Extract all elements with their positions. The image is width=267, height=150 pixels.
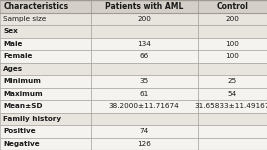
Bar — [91, 63, 198, 75]
Text: 74: 74 — [140, 128, 149, 134]
Text: 54: 54 — [228, 91, 237, 97]
Text: 61: 61 — [140, 91, 149, 97]
Bar — [91, 138, 198, 150]
Text: 100: 100 — [225, 53, 239, 59]
Text: 134: 134 — [137, 41, 151, 47]
Text: 100: 100 — [225, 41, 239, 47]
Text: Male: Male — [3, 41, 23, 47]
Bar — [0, 88, 91, 100]
Bar — [198, 100, 267, 112]
Bar — [0, 50, 91, 63]
Bar — [91, 38, 198, 50]
Bar — [198, 0, 267, 13]
Bar — [198, 112, 267, 125]
Text: Control: Control — [216, 2, 248, 11]
Bar — [198, 25, 267, 38]
Bar — [91, 13, 198, 25]
Bar — [0, 112, 91, 125]
Bar — [0, 75, 91, 88]
Bar — [91, 25, 198, 38]
Text: Negative: Negative — [3, 141, 40, 147]
Bar — [198, 50, 267, 63]
Text: Maximum: Maximum — [3, 91, 43, 97]
Text: Female: Female — [3, 53, 33, 59]
Bar — [0, 25, 91, 38]
Bar — [91, 50, 198, 63]
Bar — [198, 13, 267, 25]
Bar — [0, 138, 91, 150]
Bar — [198, 63, 267, 75]
Text: 35: 35 — [140, 78, 149, 84]
Bar — [0, 125, 91, 138]
Text: 200: 200 — [137, 16, 151, 22]
Bar — [198, 88, 267, 100]
Bar — [91, 125, 198, 138]
Text: Family history: Family history — [3, 116, 61, 122]
Text: Sex: Sex — [3, 28, 18, 34]
Bar — [91, 0, 198, 13]
Bar — [91, 100, 198, 112]
Text: 200: 200 — [225, 16, 239, 22]
Text: Characteristics: Characteristics — [3, 2, 68, 11]
Text: Ages: Ages — [3, 66, 23, 72]
Bar — [91, 75, 198, 88]
Text: Mean±SD: Mean±SD — [3, 103, 43, 109]
Bar — [91, 112, 198, 125]
Text: 31.65833±11.49167: 31.65833±11.49167 — [195, 103, 267, 109]
Text: Sample size: Sample size — [3, 16, 46, 22]
Bar — [0, 63, 91, 75]
Text: 66: 66 — [140, 53, 149, 59]
Text: Minimum: Minimum — [3, 78, 41, 84]
Bar — [198, 138, 267, 150]
Text: 25: 25 — [228, 78, 237, 84]
Bar — [198, 38, 267, 50]
Text: 126: 126 — [137, 141, 151, 147]
Bar — [0, 0, 91, 13]
Text: 38.2000±11.71674: 38.2000±11.71674 — [109, 103, 179, 109]
Bar — [91, 88, 198, 100]
Bar — [198, 75, 267, 88]
Bar — [0, 100, 91, 112]
Text: Patients with AML: Patients with AML — [105, 2, 183, 11]
Bar — [0, 13, 91, 25]
Text: Positive: Positive — [3, 128, 36, 134]
Bar — [198, 125, 267, 138]
Bar — [0, 38, 91, 50]
